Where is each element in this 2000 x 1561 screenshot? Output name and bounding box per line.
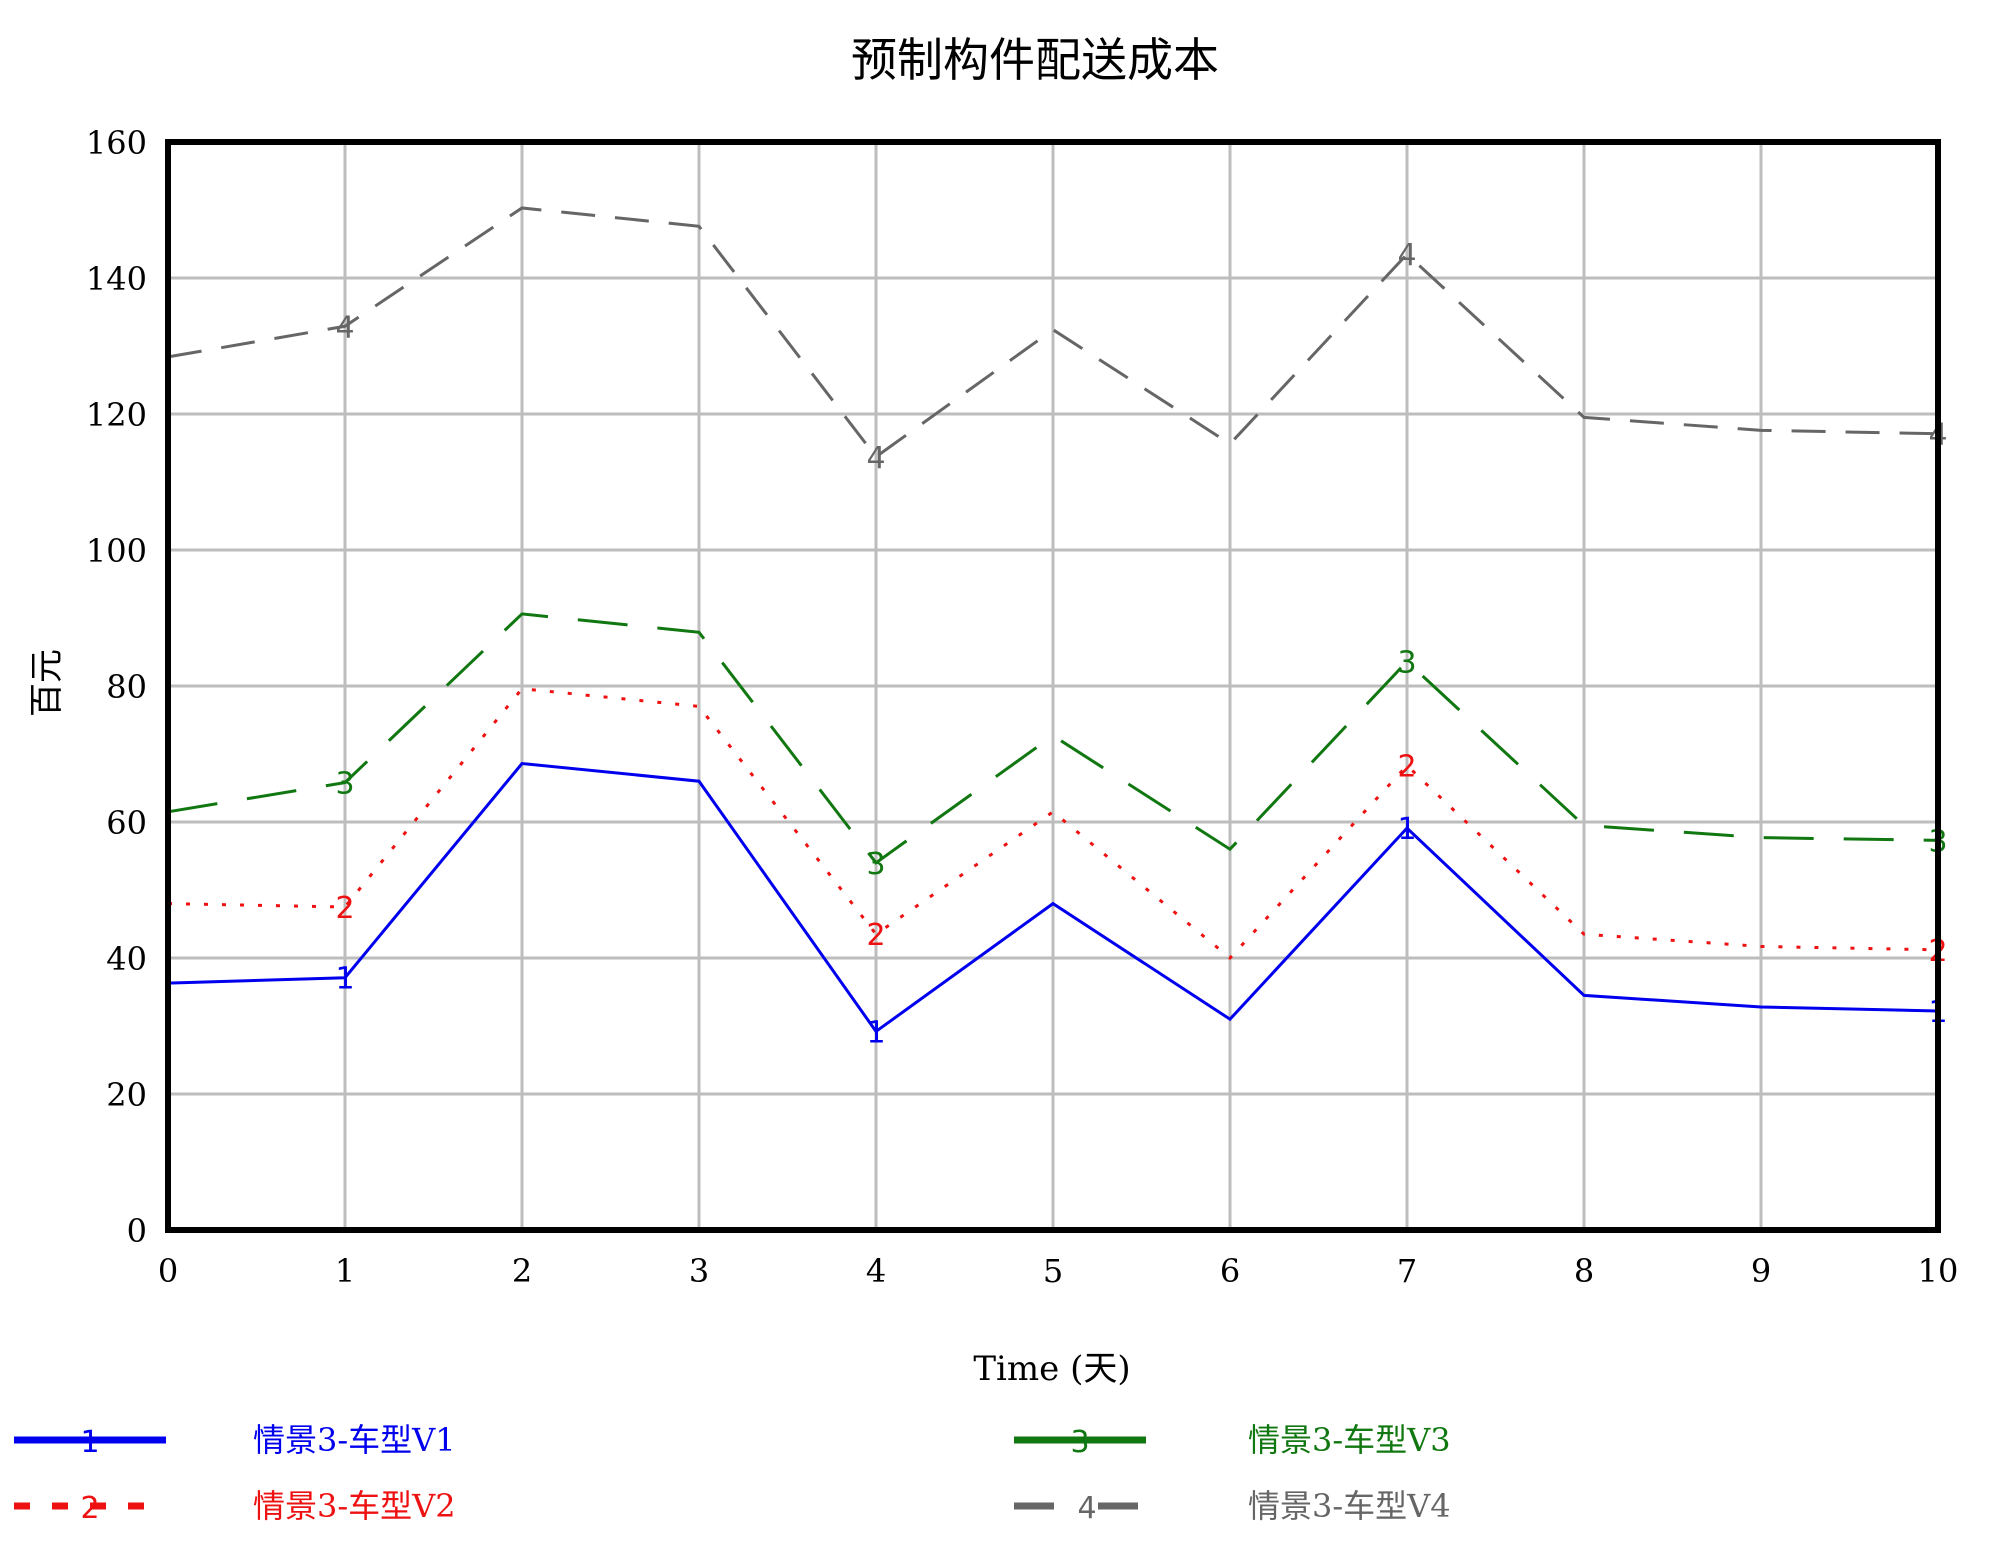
y-tick-label: 0 bbox=[127, 1212, 147, 1250]
x-tick-label: 5 bbox=[1043, 1252, 1063, 1290]
legend: 1 情景3-车型V1 2 情景3-车型V2 3 情景3-车型V3 4 情景3-车型V4 bbox=[14, 1421, 1451, 1526]
legend-marker-2: 2 bbox=[80, 1491, 99, 1526]
x-tick-label: 10 bbox=[1918, 1252, 1959, 1290]
series-line-1 bbox=[167, 761, 1939, 1034]
legend-label-3: 情景3-车型V3 bbox=[1248, 1421, 1451, 1459]
x-tick-label: 4 bbox=[866, 1252, 886, 1290]
x-tick-label: 3 bbox=[689, 1252, 709, 1290]
y-tick-label: 140 bbox=[86, 260, 147, 298]
y-axis-label: 百元 bbox=[27, 649, 67, 717]
series-marker-3: 3 bbox=[1397, 646, 1416, 681]
series-marker-1: 1 bbox=[866, 1015, 885, 1050]
x-tick-label: 1 bbox=[335, 1252, 355, 1290]
series-marker-4: 4 bbox=[866, 441, 885, 476]
series-lines bbox=[167, 206, 1939, 1034]
series-line-4 bbox=[167, 206, 1939, 459]
y-tick-label: 160 bbox=[86, 124, 147, 162]
chart-title: 预制构件配送成本 bbox=[851, 33, 1219, 87]
series-marker-2: 2 bbox=[1397, 750, 1416, 785]
series-line-3 bbox=[167, 612, 1939, 865]
legend-label-1: 情景3-车型V1 bbox=[253, 1421, 456, 1459]
series-marker-3: 3 bbox=[866, 847, 885, 882]
legend-label-4: 情景3-车型V4 bbox=[1248, 1487, 1451, 1525]
y-tick-label: 20 bbox=[106, 1076, 147, 1114]
plot-area-frame bbox=[165, 139, 1941, 1233]
x-tick-label: 0 bbox=[158, 1252, 178, 1290]
y-tick-label: 60 bbox=[106, 804, 147, 842]
legend-marker-3: 3 bbox=[1070, 1425, 1089, 1460]
legend-marker-4: 4 bbox=[1077, 1491, 1096, 1526]
y-axis-ticks: 0 20 40 60 80 100 120 140 160 bbox=[86, 124, 147, 1250]
series-marker-1: 1 bbox=[1397, 812, 1416, 847]
legend-marker-1: 1 bbox=[80, 1425, 99, 1460]
y-tick-label: 80 bbox=[106, 668, 147, 706]
series-marker-1: 1 bbox=[335, 962, 354, 997]
x-axis-label: Time (天) bbox=[973, 1349, 1130, 1389]
y-tick-label: 120 bbox=[86, 396, 147, 434]
series-marker-3: 3 bbox=[335, 767, 354, 802]
series-marker-4: 4 bbox=[1397, 238, 1416, 273]
x-tick-label: 2 bbox=[512, 1252, 532, 1290]
x-tick-label: 7 bbox=[1397, 1252, 1417, 1290]
y-tick-label: 40 bbox=[106, 940, 147, 978]
legend-label-2: 情景3-车型V2 bbox=[253, 1487, 456, 1525]
series-marker-2: 2 bbox=[866, 918, 885, 953]
series-marker-4: 4 bbox=[335, 310, 354, 345]
x-tick-label: 9 bbox=[1751, 1252, 1771, 1290]
y-tick-label: 100 bbox=[86, 532, 147, 570]
x-tick-label: 8 bbox=[1574, 1252, 1594, 1290]
series-marker-2: 2 bbox=[335, 891, 354, 926]
x-axis-ticks: 0 1 2 3 4 5 6 7 8 9 10 bbox=[158, 1252, 1959, 1290]
x-tick-label: 6 bbox=[1220, 1252, 1240, 1290]
